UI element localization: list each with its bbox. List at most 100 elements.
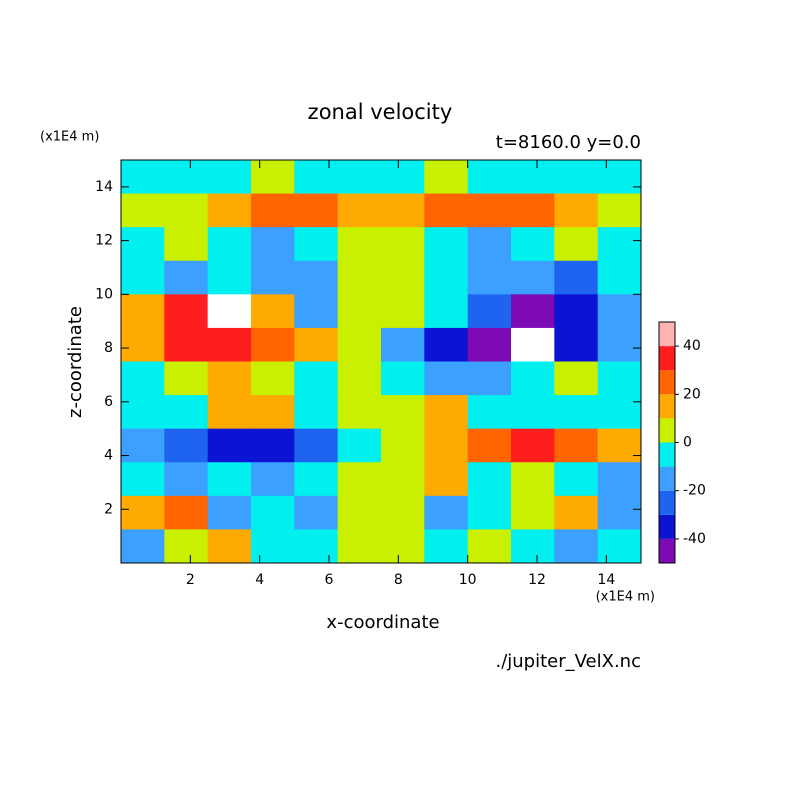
- colorbar-tick-label: 40: [683, 338, 701, 354]
- contour-cell: [164, 361, 209, 396]
- contour-cell: [164, 294, 209, 329]
- contour-cell: [424, 428, 469, 463]
- contour-cell: [207, 395, 252, 430]
- x-tick-label: 2: [186, 572, 195, 588]
- contour-cell: [554, 395, 599, 430]
- contour-cell: [337, 529, 382, 564]
- contour-cell: [251, 395, 295, 430]
- contour-cell: [597, 294, 642, 329]
- contour-cell: [467, 260, 512, 295]
- colorbar-tick-label: 0: [683, 435, 692, 451]
- contour-cell: [597, 227, 642, 262]
- contour-cell: [164, 462, 209, 497]
- contour-cell: [467, 428, 512, 463]
- contour-cell: [164, 227, 209, 262]
- contour-cell: [554, 495, 599, 530]
- contour-cell: [597, 462, 642, 497]
- contour-cell: [207, 462, 252, 497]
- x-tick-label: 14: [597, 572, 615, 588]
- contour-cell: [251, 529, 295, 564]
- contour-cell: [337, 260, 382, 295]
- contour-cell: [467, 227, 512, 262]
- colorbar-band: [659, 346, 675, 371]
- contour-cell: [164, 260, 209, 295]
- chart-title: zonal velocity: [308, 100, 453, 124]
- contour-cell: [337, 462, 382, 497]
- contour-cell: [251, 495, 295, 530]
- contour-cell: [251, 260, 295, 295]
- contour-cell: [597, 160, 642, 195]
- contour-cell: [554, 160, 599, 195]
- contour-cell: [424, 260, 469, 295]
- contour-cell: [207, 227, 252, 262]
- contour-cell: [554, 529, 599, 564]
- contour-cell: [511, 495, 555, 530]
- contour-cell: [597, 327, 642, 362]
- colorbar-band: [659, 490, 675, 515]
- contour-cell: [164, 160, 209, 195]
- y-tick-label: 12: [95, 233, 113, 249]
- contour-cell: [294, 361, 339, 396]
- contour-cell: [121, 260, 165, 295]
- contour-cell: [597, 193, 642, 228]
- contour-cell: [597, 361, 642, 396]
- contour-cell: [381, 428, 425, 463]
- contour-cell: [424, 193, 469, 228]
- contour-cell: [467, 160, 512, 195]
- contour-cell: [381, 395, 425, 430]
- contour-cell: [381, 193, 425, 228]
- contour-cell: [511, 361, 555, 396]
- contour-cell: [294, 462, 339, 497]
- contour-cell: [207, 529, 252, 564]
- contour-cell: [207, 361, 252, 396]
- contour-cell: [511, 260, 555, 295]
- colorbar-band: [659, 514, 675, 539]
- contour-cell: [294, 260, 339, 295]
- y-tick-label: 8: [104, 340, 113, 356]
- colorbar-band: [659, 394, 675, 419]
- contour-cell: [251, 462, 295, 497]
- contour-cell: [597, 529, 642, 564]
- contour-cell: [294, 294, 339, 329]
- contour-cell: [381, 160, 425, 195]
- contour-cell: [251, 327, 295, 362]
- contour-cell: [381, 260, 425, 295]
- contour-cell: [294, 529, 339, 564]
- colorbar-tick-label: 20: [683, 386, 701, 402]
- contour-cell: [381, 227, 425, 262]
- contour-cell: [207, 260, 252, 295]
- plot-frame: [120, 159, 642, 564]
- x-tick-label: 6: [325, 572, 334, 588]
- y-tick-label: 2: [104, 501, 113, 517]
- contour-cell: [337, 495, 382, 530]
- contour-cell: [294, 160, 339, 195]
- contour-cell: [251, 193, 295, 228]
- contour-cell: [424, 227, 469, 262]
- contour-cell: [597, 495, 642, 530]
- colorbar-tick-label: -40: [683, 531, 706, 547]
- contour-cell: [597, 428, 642, 463]
- contour-cell: [337, 361, 382, 396]
- y-unit: (x1E4 m): [40, 130, 99, 145]
- x-tick-label: 4: [255, 572, 264, 588]
- contour-cell: [207, 294, 252, 329]
- contour-cell: [207, 193, 252, 228]
- contour-cell: [251, 160, 295, 195]
- contour-cell: [164, 395, 209, 430]
- contour-cell: [121, 529, 165, 564]
- contour-cell: [467, 294, 512, 329]
- x-tick-label: 12: [528, 572, 546, 588]
- contour-cell: [511, 529, 555, 564]
- contour-cell: [381, 294, 425, 329]
- colorbar-band: [659, 442, 675, 467]
- colorbar-band: [659, 370, 675, 395]
- contour-cell: [511, 160, 555, 195]
- colorbar-band: [659, 418, 675, 443]
- x-axis-label: x-coordinate: [326, 612, 439, 633]
- contour-cell: [121, 193, 165, 228]
- contour-cell: [381, 495, 425, 530]
- contour-cell: [424, 495, 469, 530]
- contour-cell: [381, 529, 425, 564]
- contour-cell: [381, 361, 425, 396]
